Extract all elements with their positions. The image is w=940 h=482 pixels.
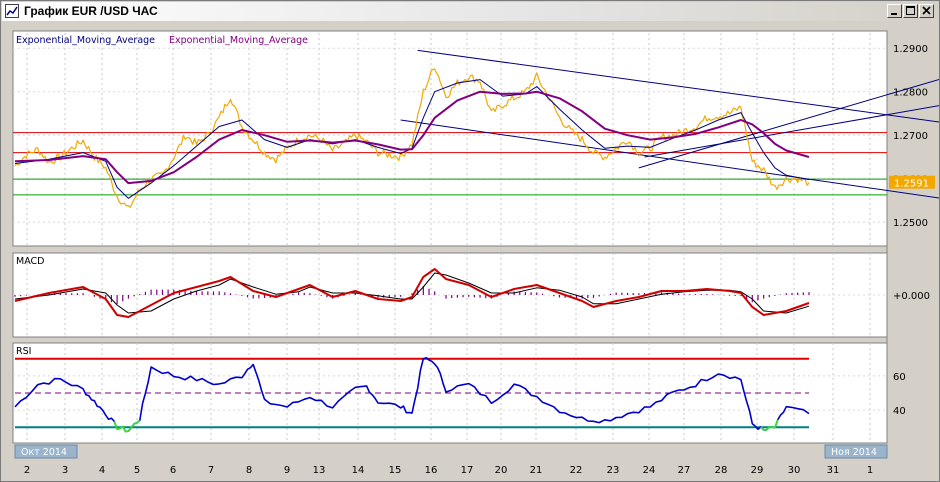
x-tick-label: 17 [461,465,474,476]
price-legend-ema-2: Exponential_Moving_Average [169,35,308,46]
rsi-tick-label: 40 [893,406,906,417]
month-label-nov: Ноя 2014 [831,447,877,458]
minimize-button[interactable] [887,4,902,18]
x-tick-label: 29 [751,465,764,476]
ema-fast-line [14,79,810,199]
month-label-nov-bg [824,444,888,459]
rsi-oversold-segment [760,419,779,431]
trendline [400,119,939,199]
x-tick-label: 5 [134,465,140,476]
rsi-oversold-segment [113,419,141,433]
title-bar[interactable]: График EUR /USD ЧАС [2,2,938,21]
minimize-icon [891,13,897,15]
x-tick-label: 1 [867,465,873,476]
price-legend-ema-1: Exponential_Moving_Average [16,35,155,46]
current-price-label: 1.2591 [894,179,929,190]
price-tick-label: 1.2900 [893,44,928,55]
x-tick-label: 22 [570,465,583,476]
x-tick-label: 30 [788,465,801,476]
chart-app-icon [5,4,19,18]
close-button[interactable] [919,4,934,18]
x-tick-label: 24 [643,465,656,476]
trendline [417,49,939,123]
x-tick-label: 3 [62,465,68,476]
x-tick-label: 7 [208,465,214,476]
price-tick-label: 1.2700 [893,131,928,142]
rsi-legend: RSI [16,346,31,357]
x-tick-label: 4 [99,465,105,476]
maximize-icon [906,6,915,15]
month-label-oct-bg [14,444,78,459]
x-tick-label: 21 [530,465,543,476]
x-tick-label: 27 [678,465,691,476]
month-label-oct: Окт 2014 [21,447,67,458]
rsi-tick-label: 60 [893,372,906,383]
current-price-badge [889,175,935,189]
x-tick-label: 20 [495,465,508,476]
price-tick-label: 1.2800 [893,88,928,99]
x-tick-label: 6 [170,465,176,476]
price-tick-label: 1.2500 [893,218,928,229]
maximize-button[interactable] [903,4,918,18]
x-tick-label: 13 [313,465,326,476]
macd-tick-label: +0.000 [893,291,930,302]
window-title: График EUR /USD ЧАС [24,4,158,18]
x-tick-label: 28 [715,465,728,476]
macd-legend: MACD [16,256,44,267]
x-tick-label: 23 [607,465,620,476]
x-tick-label: 2 [24,465,30,476]
x-tick-label: 16 [425,465,438,476]
ema-slow-line [14,90,810,185]
x-tick-label: 14 [352,465,365,476]
x-tick-label: 15 [389,465,402,476]
trendline [638,78,939,169]
x-tick-label: 9 [284,465,290,476]
trendline [644,105,939,158]
x-tick-label: 31 [827,465,840,476]
x-tick-label: 8 [246,465,252,476]
close-icon [922,6,931,15]
macd-main-line [14,268,810,318]
